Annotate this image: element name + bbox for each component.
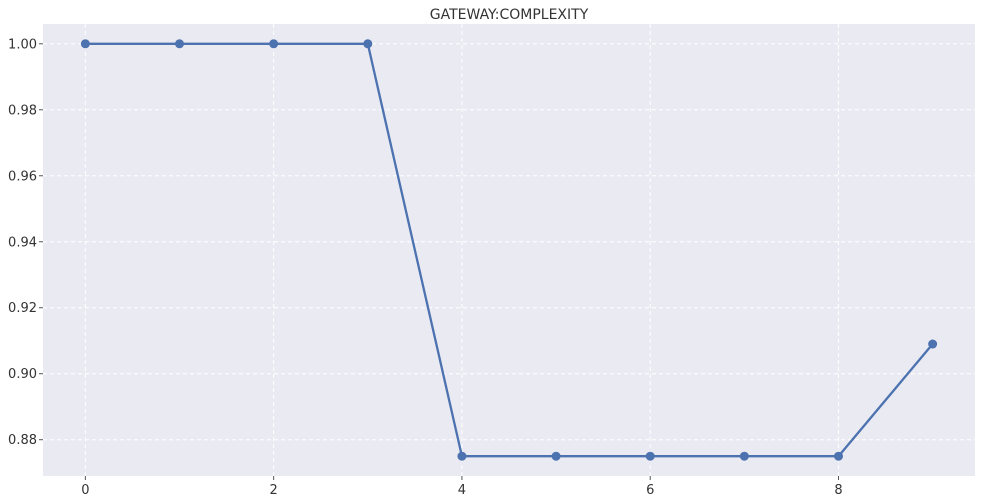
y-tick-label: 0.96 [8,169,37,184]
data-point [551,451,561,461]
y-tick-label: 0.92 [8,301,37,316]
y-tick-label: 0.98 [8,103,37,118]
plot-area [43,24,975,476]
y-tick-label: 0.94 [8,235,37,250]
y-tick-label: 0.88 [8,433,37,448]
data-point [833,451,843,461]
data-point [175,39,185,49]
series [80,39,938,461]
x-tick-label: 8 [834,483,842,498]
data-point [457,451,467,461]
y-tick-label: 0.90 [8,367,37,382]
grid [43,24,975,476]
x-tick-label: 2 [270,483,278,498]
data-point [645,451,655,461]
data-point [269,39,279,49]
y-tick-label: 1.00 [8,37,37,52]
tick-labels: 0 2 4 6 8 0.88 0.90 0.92 0.94 0.96 0.98 1.00 [8,37,843,498]
data-point [739,451,749,461]
x-tick-label: 6 [646,483,654,498]
x-tick-label: 4 [458,483,466,498]
data-point [80,39,90,49]
data-point [363,39,373,49]
data-point [928,339,938,349]
x-tick-label: 0 [81,483,89,498]
series-line [85,42,934,458]
chart-title: GATEWAY:COMPLEXITY [430,7,589,23]
